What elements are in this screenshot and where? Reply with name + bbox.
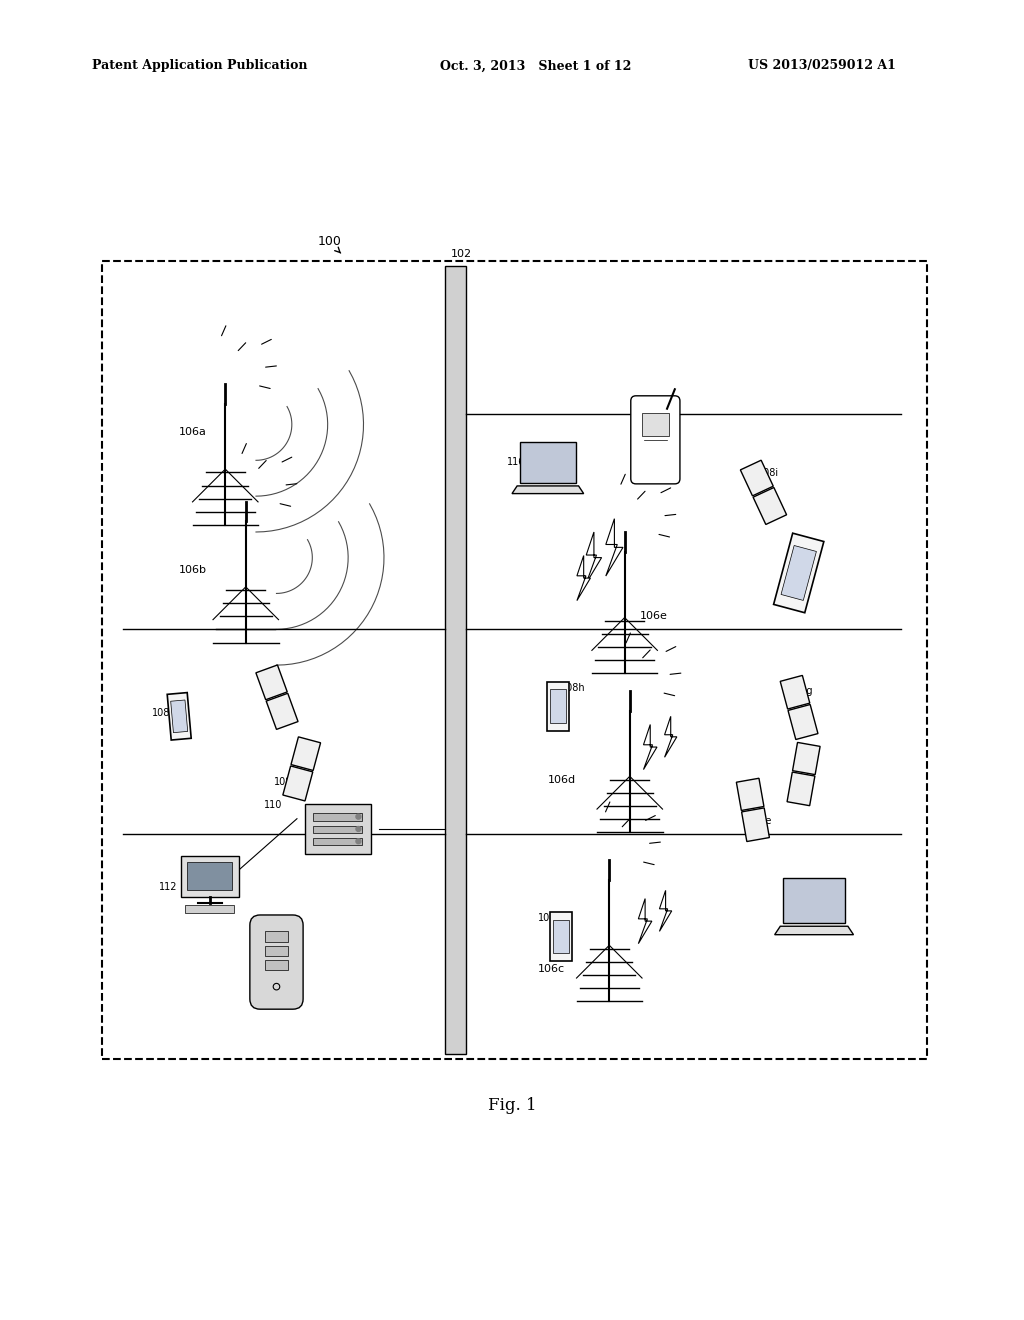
Polygon shape <box>256 665 288 700</box>
Text: US 2013/0259012 A1: US 2013/0259012 A1 <box>748 59 895 73</box>
Polygon shape <box>548 681 569 731</box>
Text: 108b: 108b <box>261 680 286 689</box>
Bar <box>265 945 288 956</box>
Text: 108h: 108h <box>561 682 586 693</box>
Bar <box>181 855 239 896</box>
Polygon shape <box>606 519 623 576</box>
Text: 120: 120 <box>797 541 815 552</box>
Text: 108e: 108e <box>748 816 772 826</box>
Text: 108i: 108i <box>758 467 779 478</box>
Bar <box>265 932 288 941</box>
Text: 118: 118 <box>635 407 653 416</box>
Text: 114: 114 <box>251 969 269 979</box>
Bar <box>313 813 362 821</box>
Text: Fig. 1: Fig. 1 <box>487 1097 537 1114</box>
Polygon shape <box>643 725 657 770</box>
Polygon shape <box>787 772 815 805</box>
Text: Patent Application Publication: Patent Application Publication <box>92 59 307 73</box>
Text: 102: 102 <box>451 248 472 259</box>
Text: Oct. 3, 2013   Sheet 1 of 12: Oct. 3, 2013 Sheet 1 of 12 <box>440 59 632 73</box>
Polygon shape <box>741 808 769 842</box>
Polygon shape <box>283 766 312 801</box>
Polygon shape <box>554 920 569 953</box>
Polygon shape <box>788 705 818 739</box>
Text: 100: 100 <box>317 235 341 253</box>
Polygon shape <box>753 487 786 524</box>
Bar <box>313 838 362 845</box>
Text: 108f: 108f <box>799 750 820 759</box>
Polygon shape <box>512 486 584 494</box>
Polygon shape <box>586 532 601 583</box>
Text: 106a: 106a <box>179 426 207 437</box>
Polygon shape <box>167 693 191 741</box>
Text: 108d: 108d <box>538 913 562 923</box>
Polygon shape <box>736 779 764 810</box>
Text: 108g: 108g <box>788 686 813 696</box>
Text: 106d: 106d <box>548 775 575 785</box>
Polygon shape <box>520 442 575 483</box>
Text: 108c: 108c <box>274 777 298 787</box>
FancyBboxPatch shape <box>631 396 680 484</box>
Polygon shape <box>551 689 565 723</box>
Polygon shape <box>577 556 591 601</box>
Text: 110: 110 <box>264 800 283 810</box>
Text: 112: 112 <box>159 882 177 892</box>
Polygon shape <box>783 878 845 924</box>
Bar <box>313 826 362 833</box>
Polygon shape <box>171 700 187 733</box>
Text: 116b: 116b <box>507 458 531 467</box>
Bar <box>102 260 927 1060</box>
Text: 106c: 106c <box>538 965 564 974</box>
Text: 108a: 108a <box>152 709 176 718</box>
Bar <box>187 862 232 891</box>
Polygon shape <box>638 899 652 944</box>
Circle shape <box>356 814 360 820</box>
Polygon shape <box>773 533 824 612</box>
Polygon shape <box>793 742 820 775</box>
Polygon shape <box>780 676 810 709</box>
Text: 106e: 106e <box>640 611 668 620</box>
Polygon shape <box>266 693 298 730</box>
Bar <box>305 804 371 854</box>
Bar <box>642 413 669 436</box>
Bar <box>445 265 466 1055</box>
Polygon shape <box>659 891 672 932</box>
Text: 106b: 106b <box>179 565 207 576</box>
Polygon shape <box>775 927 854 935</box>
Polygon shape <box>781 545 816 601</box>
FancyBboxPatch shape <box>250 915 303 1010</box>
Bar <box>265 960 288 970</box>
Text: 116a: 116a <box>794 896 818 906</box>
Polygon shape <box>740 461 773 496</box>
Polygon shape <box>665 717 677 758</box>
Bar <box>185 904 234 913</box>
Polygon shape <box>291 737 321 771</box>
Circle shape <box>356 826 360 832</box>
Circle shape <box>356 838 360 843</box>
Polygon shape <box>551 912 571 961</box>
